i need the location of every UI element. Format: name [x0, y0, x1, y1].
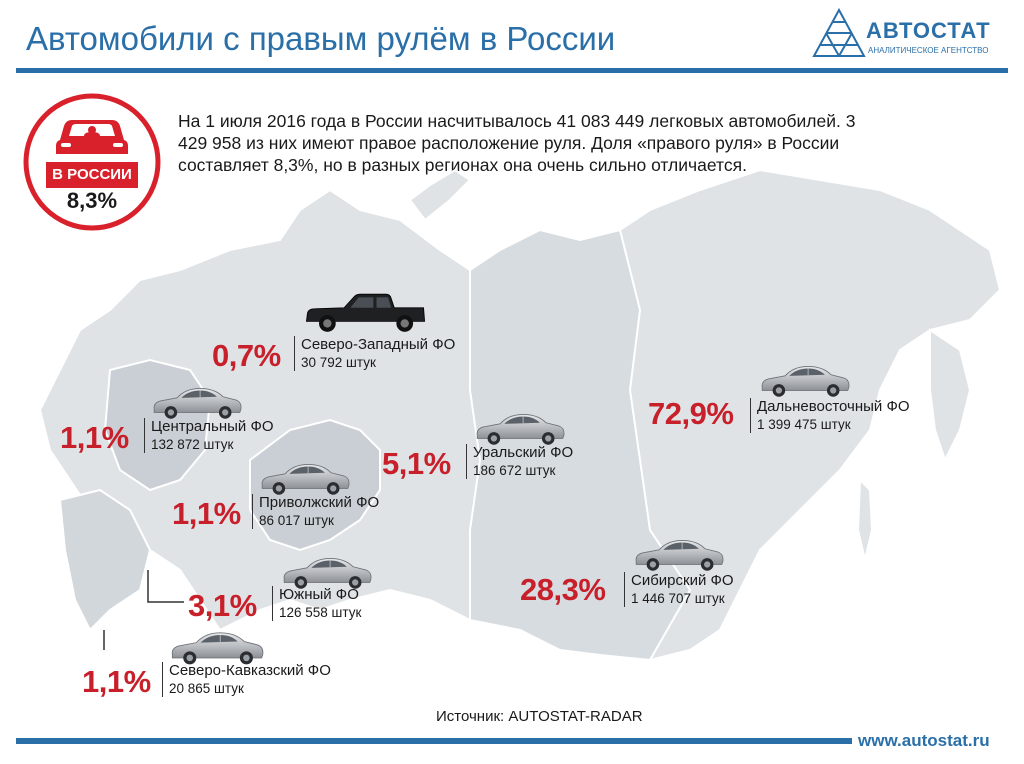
russia-badge: В РОССИИ 8,3% — [22, 92, 162, 232]
region-name: Северо-Кавказский ФО — [169, 662, 331, 679]
region-south-percent: 3,1% — [188, 588, 257, 623]
region-siberia-label: Сибирский ФО 1 446 707 штук — [624, 572, 734, 607]
source-note: Источник: AUTOSTAT-RADAR — [436, 708, 643, 725]
region-name: Сибирский ФО — [631, 572, 734, 589]
bottom-divider — [16, 738, 852, 744]
map-siberia-region — [469, 228, 692, 662]
sedan-car-icon — [168, 628, 266, 666]
region-fareast-label: Дальневосточный ФО 1 399 475 штук — [750, 398, 910, 433]
region-name: Дальневосточный ФО — [757, 398, 910, 415]
map-sakhalin — [856, 477, 874, 561]
region-volga-percent: 1,1% — [172, 496, 241, 531]
logo-subtitle: АНАЛИТИЧЕСКОЕ АГЕНТСТВО — [868, 46, 989, 55]
intro-text: На 1 июля 2016 года в России насчитывало… — [178, 111, 856, 175]
region-nw-percent: 0,7% — [212, 338, 281, 373]
region-count: 132 872 штук — [151, 437, 234, 452]
region-count: 186 672 штук — [473, 463, 556, 478]
region-name: Приволжский ФО — [259, 494, 380, 511]
region-nw-label: Северо-Западный ФО 30 792 штук — [294, 336, 455, 371]
map-crimea-connector — [147, 570, 184, 603]
region-count: 86 017 штук — [259, 513, 334, 528]
sedan-car-icon — [632, 536, 726, 572]
badge-value: 8,3% — [66, 188, 118, 213]
region-ncaucasus-percent: 1,1% — [82, 664, 151, 699]
region-name: Северо-Западный ФО — [301, 336, 456, 353]
sedan-car-icon — [280, 554, 374, 590]
region-count: 30 792 штук — [301, 355, 376, 370]
sedan-car-icon — [758, 362, 852, 398]
region-count: 20 865 штук — [169, 681, 244, 696]
region-ncaucasus-label: Северо-Кавказский ФО 20 865 штук — [162, 662, 331, 697]
sedan-car-icon — [473, 410, 567, 446]
region-south-label: Южный ФО 126 558 штук — [272, 586, 361, 621]
map-kamchatka — [929, 328, 972, 463]
region-count: 126 558 штук — [279, 605, 362, 620]
map-south-region — [58, 488, 152, 632]
site-link[interactable]: www.autostat.ru — [858, 731, 990, 750]
region-name: Центральный ФО — [151, 418, 274, 435]
region-central-percent: 1,1% — [60, 420, 129, 455]
region-siberia-percent: 28,3% — [520, 572, 606, 607]
sedan-car-icon — [150, 384, 244, 420]
car-front-icon — [56, 120, 128, 154]
pickup-truck-icon — [302, 290, 428, 336]
region-central-label: Центральный ФО 132 872 штук — [144, 418, 274, 453]
badge-label: В РОССИИ — [46, 162, 138, 188]
region-ural-percent: 5,1% — [382, 446, 451, 481]
region-count: 1 446 707 штук — [631, 591, 725, 606]
autostat-logo-icon — [812, 8, 866, 57]
autostat-logo[interactable]: АВТОСТАТ АНАЛИТИЧЕСКОЕ АГЕНТСТВО — [812, 6, 1012, 62]
top-divider — [16, 68, 1008, 73]
region-ural-label: Уральский ФО 186 672 штук — [466, 444, 573, 479]
region-name: Южный ФО — [279, 586, 359, 603]
map-novaya-zemlya — [408, 168, 472, 222]
page-title: Автомобили с правым рулём в России — [26, 20, 616, 57]
region-name: Уральский ФО — [473, 444, 574, 461]
logo-name: АВТОСТАТ — [866, 18, 991, 43]
region-fareast-percent: 72,9% — [648, 396, 734, 431]
region-count: 1 399 475 штук — [757, 417, 851, 432]
sedan-car-icon — [258, 460, 352, 496]
region-volga-label: Приволжский ФО 86 017 штук — [252, 494, 379, 529]
